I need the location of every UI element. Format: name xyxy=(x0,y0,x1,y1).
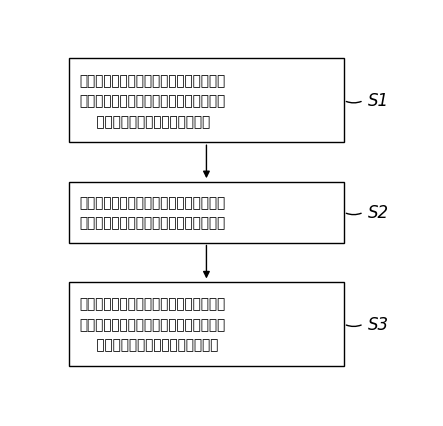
Text: S2: S2 xyxy=(368,204,389,222)
Text: 基于每一第一类簇对应的时空域信息确定
至少两个第一类簇之间是否存在时空关联: 基于每一第一类簇对应的时空域信息确定 至少两个第一类簇之间是否存在时空关联 xyxy=(79,196,225,230)
Text: S3: S3 xyxy=(368,315,389,333)
Bar xyxy=(69,59,344,143)
Bar xyxy=(69,282,344,366)
Text: 获取至少两个第一类簇以及每一第一类簇
对应的时空域信息，时空域信息表征第一
    类簇对应的对象的时空位置关系: 获取至少两个第一类簇以及每一第一类簇 对应的时空域信息，时空域信息表征第一 类簇… xyxy=(79,74,225,129)
Text: S1: S1 xyxy=(368,92,389,110)
Text: 响应于至少两个第一类簇之间存在时空关
联，则基于至少两个第一类簇之间的相似
    度，将至少两个第一类簇进行聚类: 响应于至少两个第一类簇之间存在时空关 联，则基于至少两个第一类簇之间的相似 度，… xyxy=(79,296,225,352)
Bar xyxy=(69,182,344,243)
